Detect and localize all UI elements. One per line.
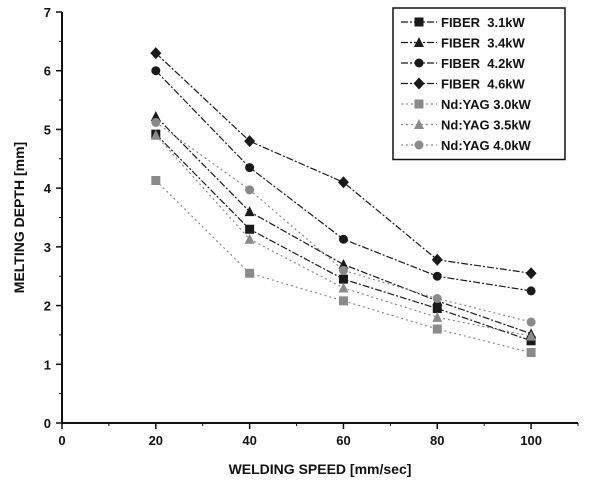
legend-entry: Nd:YAG 3.5kW (441, 118, 532, 133)
legend-entry: FIBER 4.2kW (441, 56, 526, 71)
data-point (526, 286, 536, 296)
data-point (244, 233, 255, 244)
data-point (338, 282, 349, 293)
data-point (432, 324, 442, 334)
y-tick-label: 4 (44, 181, 52, 196)
legend-entry: Nd:YAG 3.0kW (441, 97, 532, 112)
data-point (432, 294, 442, 304)
y-tick-label: 2 (44, 299, 51, 314)
data-point (432, 271, 442, 281)
data-point (526, 348, 536, 358)
data-point (432, 311, 443, 322)
y-tick-label: 7 (44, 5, 51, 20)
data-point (338, 258, 349, 269)
plot-area (150, 47, 537, 358)
legend-entry: Nd:YAG 4.0kW (441, 138, 532, 153)
data-point (150, 111, 161, 122)
data-point (150, 47, 162, 60)
y-tick-label: 5 (44, 122, 51, 137)
legend-marker (414, 37, 424, 47)
data-point (245, 268, 255, 278)
legend-entry: FIBER 3.4kW (441, 36, 526, 51)
legend-marker (414, 58, 424, 68)
data-point (151, 176, 161, 186)
x-tick-label: 80 (430, 433, 444, 448)
x-tick-label: 0 (58, 433, 65, 448)
data-point (244, 206, 255, 217)
data-point (245, 185, 255, 195)
y-tick-label: 3 (44, 240, 51, 255)
data-point (526, 317, 536, 327)
data-point (526, 330, 537, 341)
data-point (150, 129, 161, 140)
data-point (338, 274, 348, 284)
legend-marker (414, 119, 424, 129)
data-point (245, 163, 255, 173)
legend-marker (414, 17, 424, 27)
legend-marker (413, 77, 425, 90)
x-tick-label: 60 (336, 433, 350, 448)
data-point (338, 265, 348, 275)
x-tick-label: 20 (149, 433, 163, 448)
data-point (526, 336, 536, 346)
data-point (337, 176, 349, 189)
x-axis-title: WELDING SPEED [mm/sec] (229, 461, 412, 477)
axes: 0 1 2 3 4 5 6 7 0 20 40 60 80 100 (44, 5, 579, 448)
data-point (244, 135, 256, 148)
legend-marker (414, 140, 424, 150)
data-point (525, 267, 537, 280)
y-tick-label: 0 (44, 416, 51, 431)
y-tick-label: 6 (44, 64, 51, 79)
legend: FIBER 3.1kW FIBER 3.4kW FIBER 4.2kW FIBER 4… (392, 7, 566, 161)
x-tick-label: 100 (520, 433, 542, 448)
data-point (338, 296, 348, 306)
data-point (338, 234, 348, 244)
data-point (151, 66, 161, 76)
data-point (432, 304, 442, 314)
data-point (431, 253, 443, 266)
legend-entry: FIBER 3.1kW (441, 15, 526, 30)
legend-entry: FIBER 4.6kW (441, 77, 526, 92)
data-point (151, 117, 161, 127)
legend-marker (414, 99, 424, 109)
y-axis-title: MELTING DEPTH [mm] (11, 142, 27, 293)
x-tick-label: 40 (242, 433, 256, 448)
y-tick-label: 1 (44, 357, 51, 372)
data-point (245, 224, 255, 234)
